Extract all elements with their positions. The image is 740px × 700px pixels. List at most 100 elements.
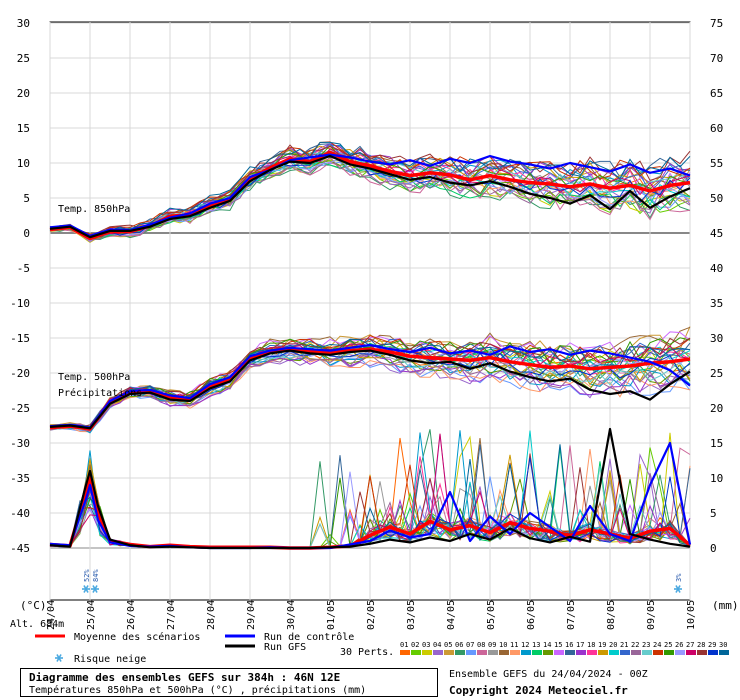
pert-swatch — [510, 650, 520, 655]
chart-subtitle: Températures 850hPa et 500hPa (°C) , pré… — [29, 685, 367, 696]
annotations: Temp. 850hPa Temp. 500hPa Précipitations 52… — [58, 204, 683, 593]
label-t850: Temp. 850hPa — [58, 204, 130, 215]
pert-number: 20 — [609, 641, 617, 649]
pert-number: 11 — [510, 641, 518, 649]
pert-number: 12 — [521, 641, 529, 649]
copyright: Copyright 2024 Meteociel.fr — [449, 684, 628, 697]
left-tick-label: 25 — [17, 52, 30, 65]
pert-number: 09 — [488, 641, 496, 649]
pert-swatch — [422, 650, 432, 655]
legend-gfs-label: Run GFS — [264, 642, 306, 653]
x-tick-label: 30/04 — [286, 600, 297, 630]
snowflake-stroke — [92, 585, 98, 593]
series-precip_mm-control — [49, 441, 692, 550]
right-tick-label: 40 — [710, 262, 723, 275]
pert-swatch — [455, 650, 465, 655]
x-tick-label: 25/04 — [86, 600, 97, 630]
pert-number: 18 — [587, 641, 595, 649]
x-tick-label: 05/05 — [486, 600, 497, 630]
pert-swatch — [653, 650, 663, 655]
right-tick-label: 5 — [710, 507, 717, 520]
pert-number: 01 — [400, 641, 408, 649]
pert-swatch — [466, 650, 476, 655]
x-tick-label: 07/05 — [566, 600, 577, 630]
x-tick-label: 27/04 — [166, 600, 177, 630]
pert-swatch — [686, 650, 696, 655]
x-tick-label: 04/05 — [446, 600, 457, 630]
pert-number: 19 — [598, 641, 606, 649]
pert-swatch — [697, 650, 707, 655]
pert-swatch — [543, 650, 553, 655]
right-tick-label: 0 — [710, 542, 717, 555]
x-tick-label: 02/05 — [366, 600, 377, 630]
pert-line-500 — [49, 349, 691, 429]
right-tick-label: 70 — [710, 52, 723, 65]
pert-number: 05 — [444, 641, 452, 649]
x-tick-label: 09/05 — [646, 600, 657, 630]
series-t850-gfs — [49, 154, 691, 239]
left-tick-label: 30 — [17, 17, 30, 30]
pert-swatch — [675, 650, 685, 655]
pert-swatch — [554, 650, 564, 655]
pert-swatch — [598, 650, 608, 655]
pert-swatch — [444, 650, 454, 655]
series-t500-control — [49, 343, 691, 429]
left-tick-label: -35 — [10, 472, 30, 485]
left-tick-label: -20 — [10, 367, 30, 380]
right-axis-unit: (mm) — [712, 599, 739, 612]
right-tick-label: 15 — [710, 437, 723, 450]
pert-swatch — [565, 650, 575, 655]
altitude-label: Alt. 684m — [10, 619, 64, 630]
main-series — [49, 150, 692, 550]
pert-number: 21 — [620, 641, 628, 649]
label-t500: Temp. 500hPa — [58, 372, 130, 383]
left-tick-label: -5 — [17, 262, 30, 275]
pert-swatch — [532, 650, 542, 655]
right-tick-label: 10 — [710, 472, 723, 485]
pert-number: 10 — [499, 641, 507, 649]
snow-risk-pct: 52% — [83, 569, 91, 582]
right-tick-label: 35 — [710, 297, 723, 310]
pert-swatch — [620, 650, 630, 655]
legend-mean-label: Moyenne des scénarios — [74, 631, 200, 643]
grid — [49, 21, 691, 601]
legend-perts-label: 30 Perts. — [340, 647, 394, 658]
legend: Moyenne des scénarios Run de contrôleRun … — [35, 631, 729, 665]
pert-number: 23 — [642, 641, 650, 649]
pert-swatch — [631, 650, 641, 655]
pert-number: 26 — [675, 641, 683, 649]
left-tick-label: 15 — [17, 122, 30, 135]
series-t500-gfs — [49, 349, 691, 430]
pert-line-850 — [49, 141, 691, 235]
pert-number: 24 — [653, 641, 661, 649]
pert-number: 08 — [477, 641, 485, 649]
left-axis-unit: (°C) — [20, 599, 47, 612]
run-info: Ensemble GEFS du 24/04/2024 - 00Z — [449, 669, 648, 680]
pert-number: 07 — [466, 641, 474, 649]
right-tick-label: 30 — [710, 332, 723, 345]
snowflake-stroke — [56, 654, 62, 662]
pert-swatch — [587, 650, 597, 655]
left-tick-label: -40 — [10, 507, 30, 520]
x-tick-label: 01/05 — [326, 600, 337, 630]
pert-number: 14 — [543, 641, 551, 649]
pert-number: 28 — [697, 641, 705, 649]
right-tick-label: 50 — [710, 192, 723, 205]
snow-risk-pct: 3% — [675, 573, 683, 582]
x-tick-label: 24/04 — [46, 600, 57, 630]
pert-number: 30 — [719, 641, 727, 649]
pert-number: 06 — [455, 641, 463, 649]
pert-number: 03 — [422, 641, 430, 649]
x-tick-label: 08/05 — [606, 600, 617, 630]
pert-swatch — [719, 650, 729, 655]
pert-number: 29 — [708, 641, 716, 649]
x-tick-label: 26/04 — [126, 600, 137, 630]
snow-risk-icon — [91, 585, 99, 593]
left-tick-label: 10 — [17, 157, 30, 170]
right-tick-label: 60 — [710, 122, 723, 135]
left-tick-label: -25 — [10, 402, 30, 415]
left-tick-label: 0 — [23, 227, 30, 240]
left-tick-label: -15 — [10, 332, 30, 345]
legend-snow-icon — [55, 654, 63, 662]
